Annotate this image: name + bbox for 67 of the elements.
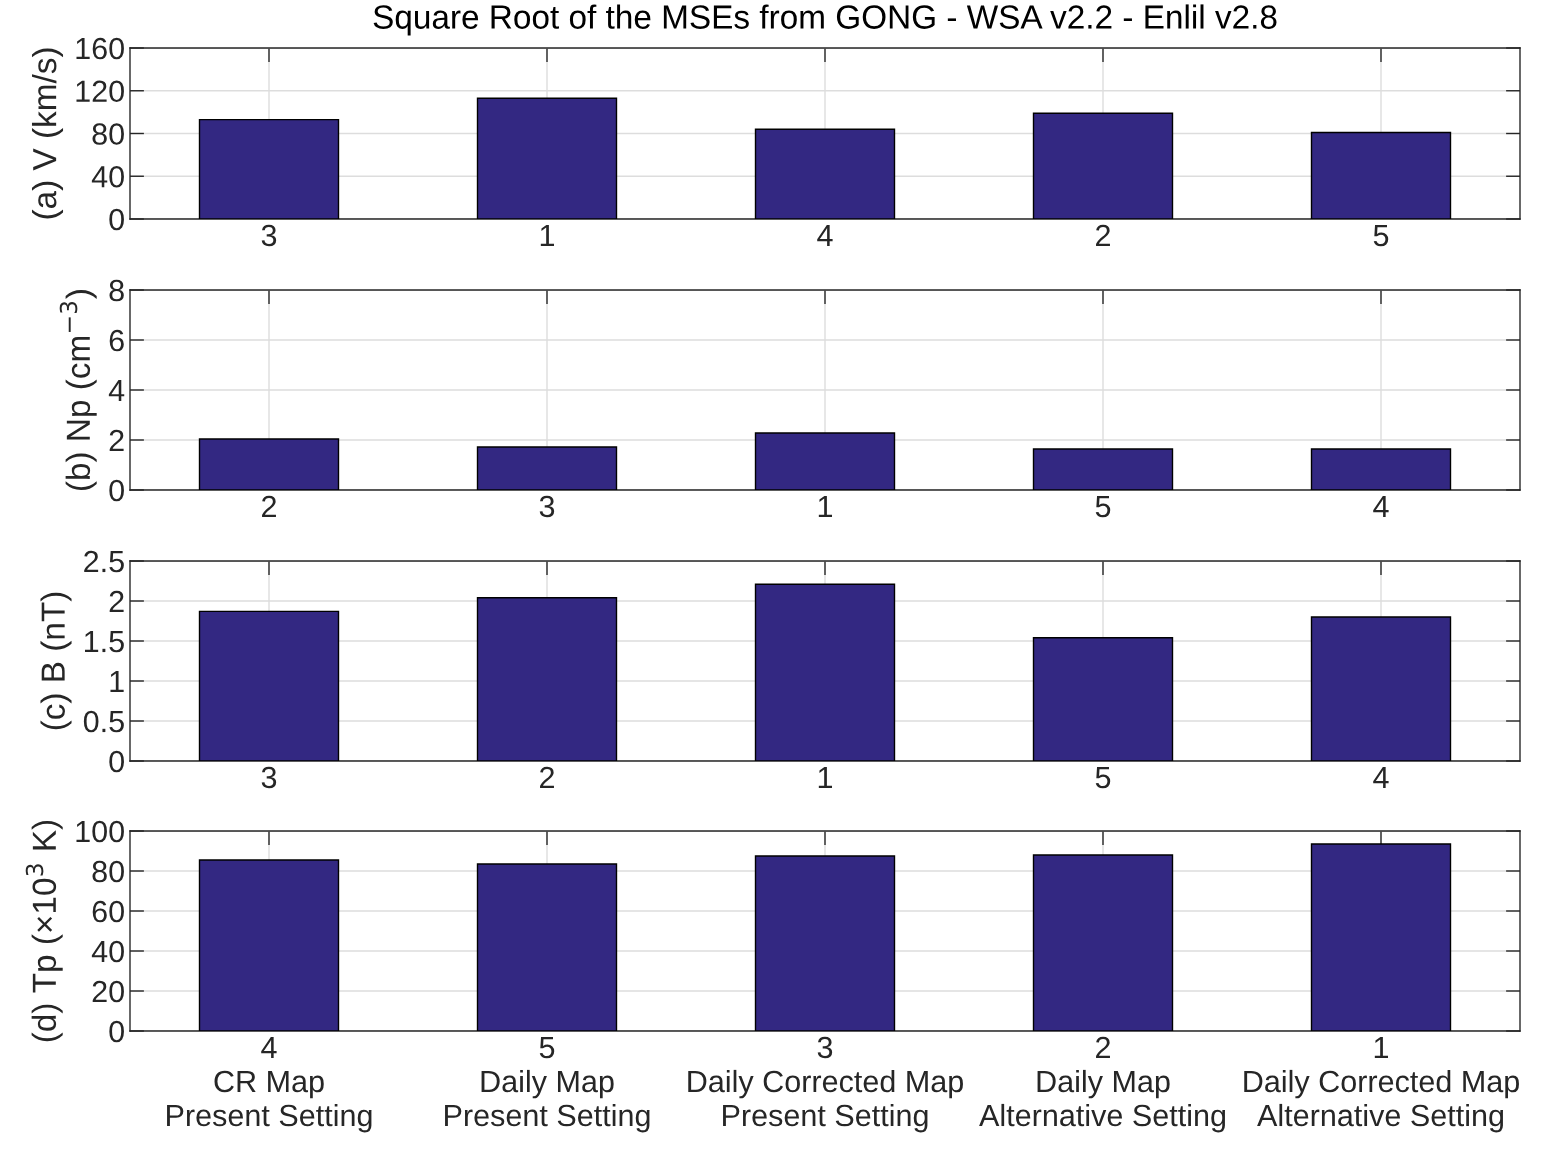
y-tick-label: 0.5 [83, 710, 124, 733]
y-tick-label: 8 [109, 279, 124, 302]
y-tick-label: 2.5 [84, 550, 124, 573]
x-tick-label: 3 Daily Corrected Map Present Setting [688, 1036, 963, 1133]
y-tick-label: 1.5 [85, 631, 124, 653]
x-tick-label: 4 CR Map Present Setting [167, 1036, 372, 1133]
x-tick-label: 5 [1373, 224, 1389, 247]
y-tick-label: 40 [91, 165, 124, 188]
x-tick-label: 2 [262, 495, 276, 517]
bar [1032, 637, 1174, 761]
y-tick-label: 0 [109, 1020, 124, 1043]
y-tick-label: 0 [109, 208, 124, 231]
bar [198, 610, 340, 761]
x-tick-label: 1 [818, 766, 833, 788]
y-tick-label: 0 [109, 479, 124, 502]
y-axis-title: (b) Np (cm$^{−3}$) [59, 290, 97, 491]
bar [754, 432, 896, 490]
bar [1310, 616, 1452, 761]
bar [198, 118, 340, 219]
y-tick-label: 20 [92, 980, 124, 1003]
x-tick-label: 1 [540, 224, 555, 246]
y-tick-label: 80 [92, 860, 124, 883]
bar [476, 446, 618, 490]
x-tick-label: 3 [539, 495, 555, 518]
bar [754, 855, 896, 1031]
chart-title: Square Root of the MSEs from GONG - WSA v2.2 - Enlil v2.8 [373, 4, 1277, 36]
y-tick-label: 80 [92, 123, 124, 145]
bar [198, 438, 340, 490]
bar [1310, 843, 1452, 1031]
x-tick-label: 5 [1095, 766, 1111, 789]
bar [1032, 112, 1174, 219]
y-tick-label: 160 [76, 37, 124, 60]
x-tick-label: 2 Daily Map Alternative Setting [979, 1036, 1226, 1133]
y-axis-title: (d) Tp (×10$^{3}$ K) [25, 820, 63, 1042]
x-tick-label: 5 Daily Map Present Setting [445, 1036, 650, 1133]
bar [1032, 448, 1174, 490]
x-tick-label: 5 [1095, 495, 1111, 518]
x-tick-label: 4 [817, 224, 833, 246]
bar [754, 128, 896, 219]
y-tick-label: 4 [108, 380, 125, 402]
x-tick-label: 4 [1373, 495, 1389, 517]
bar [1310, 131, 1452, 219]
y-tick-label: 2 [109, 429, 124, 452]
y-tick-label: 40 [91, 940, 124, 963]
y-tick-label: 60 [92, 900, 124, 923]
y-tick-label: 120 [76, 80, 124, 103]
bar [476, 863, 618, 1031]
bar [476, 597, 618, 761]
x-tick-label: 2 [1096, 224, 1110, 246]
bar [1310, 448, 1452, 490]
x-tick-label: 3 [261, 224, 277, 247]
y-tick-label: 100 [76, 820, 124, 843]
bar [476, 97, 618, 219]
y-tick-label: 0 [109, 750, 124, 773]
x-tick-label: 1 [818, 495, 833, 517]
y-tick-label: 1 [110, 671, 124, 693]
y-axis-title: (c) B (nT) [40, 592, 72, 730]
bar [198, 859, 340, 1031]
y-tick-label: 6 [109, 329, 124, 352]
x-tick-label: 4 [1373, 766, 1389, 788]
x-tick-label: 2 [540, 766, 554, 788]
x-tick-label: 3 [261, 766, 277, 789]
bar [1032, 854, 1174, 1031]
y-tick-label: 2 [109, 590, 124, 613]
bar [754, 583, 896, 761]
y-axis-title: (a) V (km/s) [31, 48, 64, 219]
x-tick-label: 1 Daily Corrected Map Alternative Setting [1244, 1036, 1519, 1133]
